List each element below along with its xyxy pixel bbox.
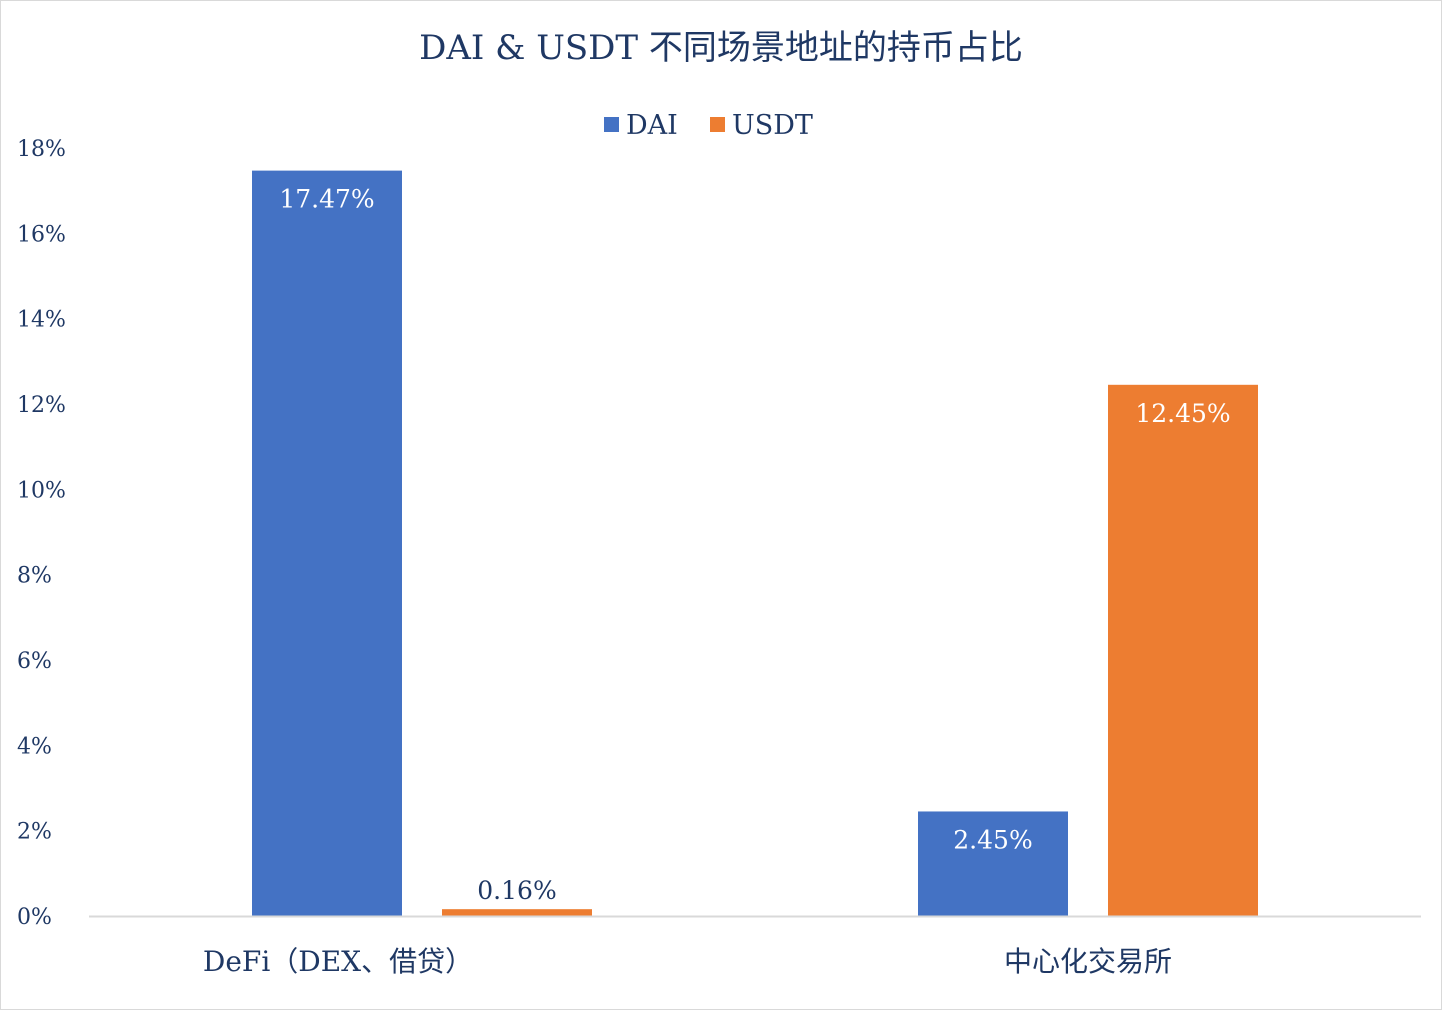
y-tick-label: 18% [17,137,66,162]
y-tick-label: 4% [17,734,52,759]
y-tick-label: 0% [17,905,52,930]
data-label: 12.45% [1135,399,1230,428]
legend-swatch-dai [604,117,619,132]
y-tick-label: 10% [17,478,66,503]
y-tick-label: 12% [17,393,66,418]
y-tick-label: 16% [17,222,66,247]
legend: DAI USDT [604,110,813,141]
bar-dai [252,170,402,916]
bar-usdt [442,909,592,916]
data-label: 0.16% [477,876,556,905]
y-tick-label: 14% [17,308,66,333]
chart-title: DAI & USDT 不同场景地址的持币占比 [419,28,1023,68]
data-label: 17.47% [279,185,374,214]
data-label: 2.45% [953,825,1032,854]
y-tick-label: 6% [17,649,52,674]
legend-label-dai: DAI [626,110,678,141]
x-category-label: 中心化交易所 [1004,945,1172,978]
x-category-label: DeFi（DEX、借贷） [203,945,473,978]
y-axis: 0% 2% 4% 6% 8% 10% 12% 14% 16% 18% [17,137,66,930]
y-tick-label: 2% [17,820,52,845]
bars: 17.47% 0.16% 2.45% 12.45% [252,170,1258,916]
x-axis: DeFi（DEX、借贷） 中心化交易所 [89,915,1421,978]
legend-swatch-usdt [710,117,725,132]
y-tick-label: 8% [17,564,52,589]
bar-dai [918,811,1068,916]
legend-label-usdt: USDT [732,110,813,141]
bar-usdt [1108,384,1258,916]
